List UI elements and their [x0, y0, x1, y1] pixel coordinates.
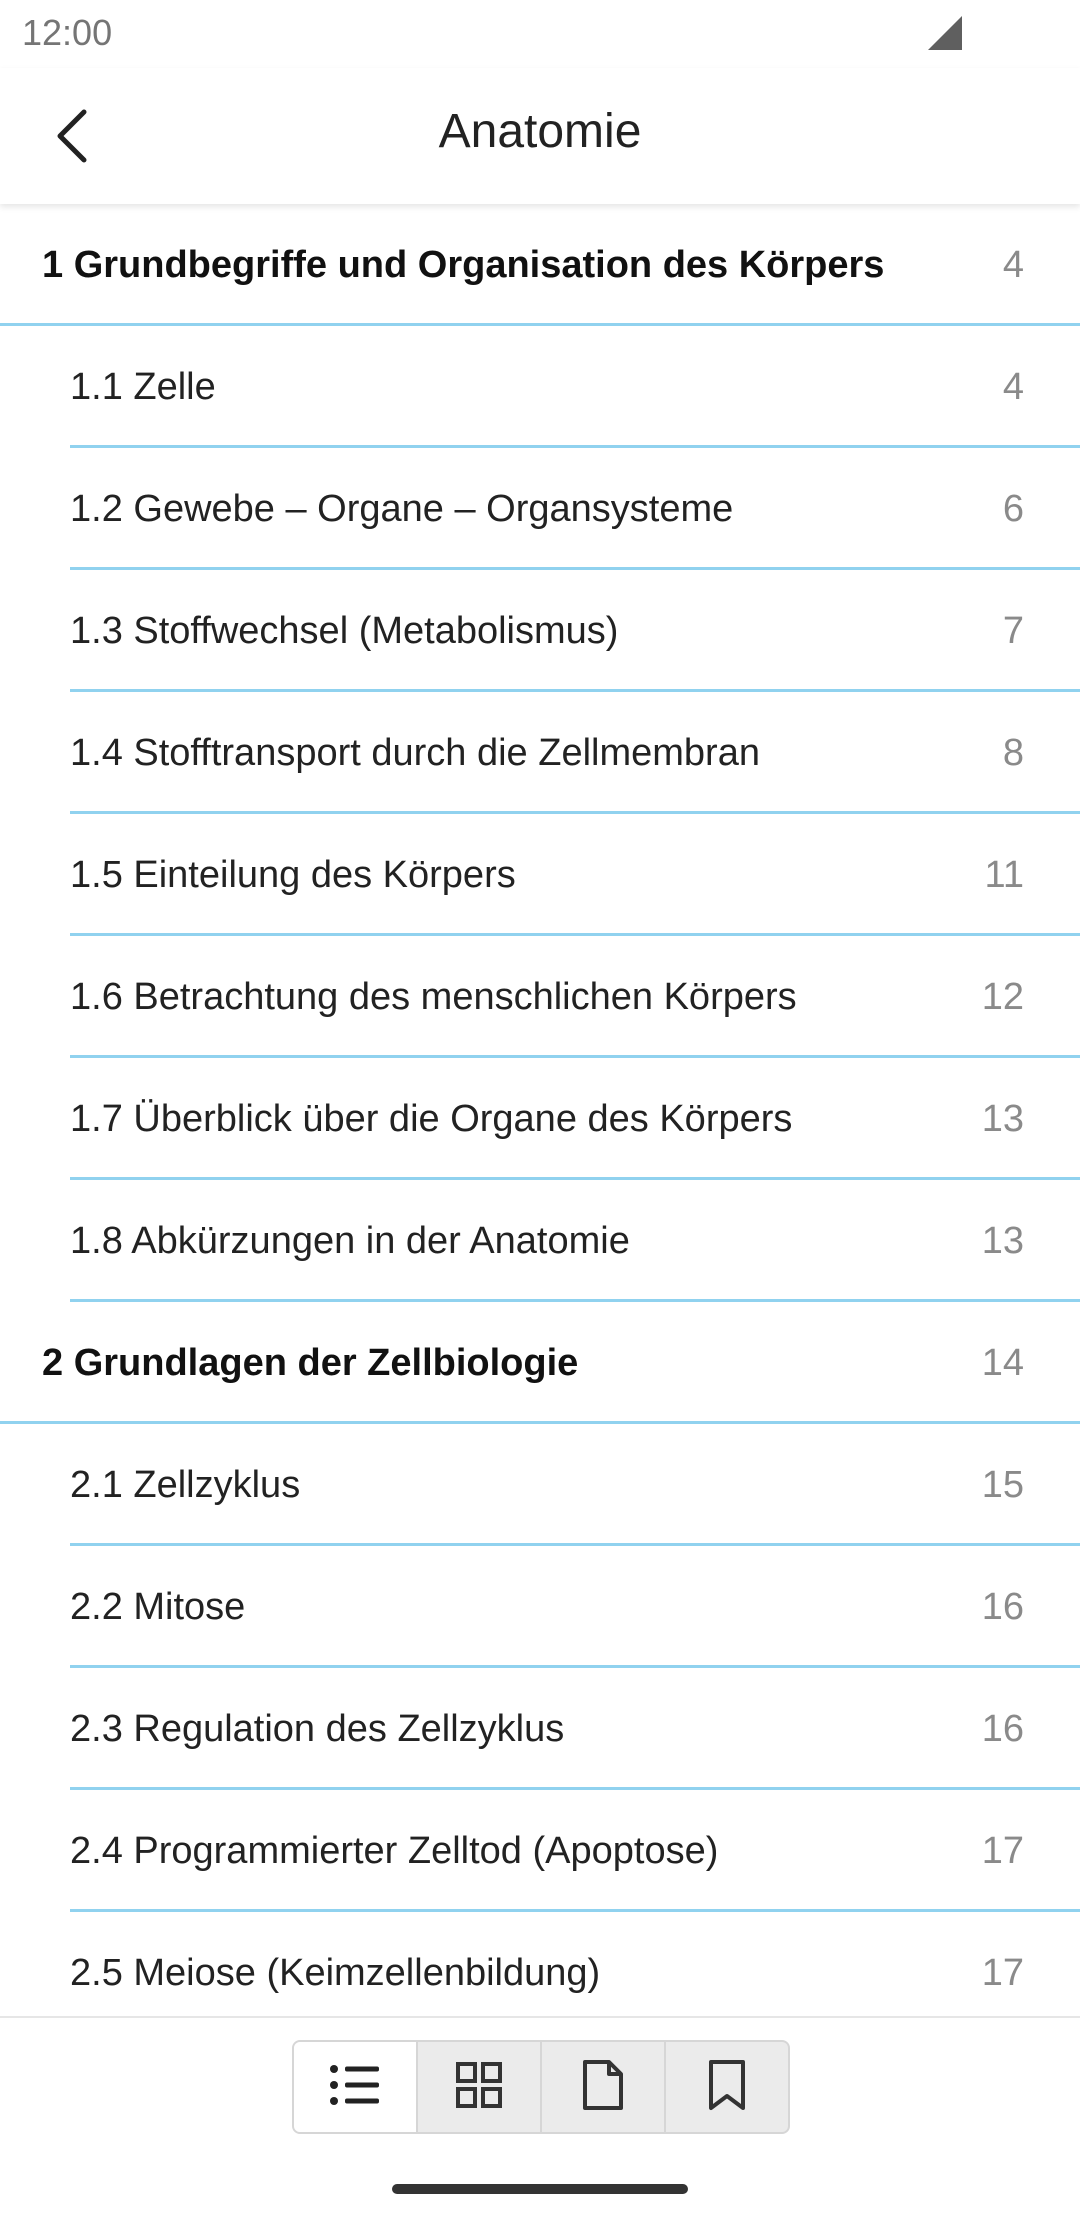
toc-entry-page: 8 [1002, 731, 1024, 774]
toc-entry-title: 1.5 Einteilung des Körpers [70, 853, 516, 896]
toc-section-row[interactable]: 1.4 Stofftransport durch die Zellmembran… [0, 692, 1080, 814]
toc-entry-title: 1.7 Überblick über die Organe des Körper… [70, 1097, 793, 1140]
page-icon [582, 2059, 624, 2116]
toc-entry-title: 1.4 Stofftransport durch die Zellmembran [70, 731, 760, 774]
toc-entry-page: 12 [981, 975, 1024, 1018]
toc-entry-page: 17 [981, 1951, 1024, 1994]
toc-entry-title: 2.5 Meiose (Keimzellenbildung) [70, 1951, 601, 1994]
toc-section-row[interactable]: 1.3 Stoffwechsel (Metabolismus) 7 [0, 570, 1080, 692]
toc-entry-title: 2.3 Regulation des Zellzyklus [70, 1707, 565, 1750]
view-switcher [292, 2040, 790, 2134]
toc-entry-page: 16 [981, 1585, 1024, 1628]
toc-entry-page: 7 [1002, 609, 1024, 652]
toc-section-row[interactable]: 2.4 Programmierter Zelltod (Apoptose) 17 [0, 1790, 1080, 1912]
toc-entry-page: 11 [984, 853, 1024, 896]
toc-entry-page: 15 [981, 1463, 1024, 1506]
toc-entry-title: 2 Grundlagen der Zellbiologie [42, 1341, 579, 1384]
toc-entry-title: 1.8 Abkürzungen in der Anatomie [70, 1219, 630, 1262]
home-indicator[interactable] [392, 2184, 688, 2194]
toc-chapter-row[interactable]: 2 Grundlagen der Zellbiologie 14 [0, 1302, 1080, 1424]
toc-entry-title: 2.4 Programmierter Zelltod (Apoptose) [70, 1829, 719, 1872]
toc-chapter-row[interactable]: 1 Grundbegriffe und Organisation des Kör… [0, 204, 1080, 326]
bookmark-icon [708, 2059, 746, 2116]
toc-entry-title: 1 Grundbegriffe und Organisation des Kör… [42, 243, 885, 286]
signal-icon [926, 14, 962, 50]
toc-entry-title: 1.6 Betrachtung des menschlichen Körpers [70, 975, 797, 1018]
toc-entry-page: 13 [981, 1097, 1024, 1140]
toc-entry-page: 6 [1002, 487, 1024, 530]
page-view-button[interactable] [540, 2042, 664, 2132]
toc-entry-title: 1.1 Zelle [70, 365, 216, 408]
toc-entry-page: 14 [981, 1341, 1024, 1384]
toc-entry-page: 4 [1002, 243, 1024, 286]
toc-section-row[interactable]: 2.2 Mitose 16 [0, 1546, 1080, 1668]
toc-view-button[interactable] [294, 2042, 416, 2132]
back-button[interactable] [30, 96, 114, 180]
toc-section-row[interactable]: 1.2 Gewebe – Organe – Organsysteme 6 [0, 448, 1080, 570]
toc-section-row[interactable]: 1.8 Abkürzungen in der Anatomie 13 [0, 1180, 1080, 1302]
toc-entry-title: 2.2 Mitose [70, 1585, 246, 1628]
toc-entry-page: 17 [981, 1829, 1024, 1872]
toc-entry-page: 4 [1002, 365, 1024, 408]
toc-section-row[interactable]: 2.5 Meiose (Keimzellenbildung) 17 [0, 1912, 1080, 2016]
bookmarks-view-button[interactable] [664, 2042, 788, 2132]
toc-section-row[interactable]: 1.1 Zelle 4 [0, 326, 1080, 448]
table-of-contents: 1 Grundbegriffe und Organisation des Kör… [0, 204, 1080, 2016]
toc-entry-page: 16 [981, 1707, 1024, 1750]
toc-section-row[interactable]: 1.7 Überblick über die Organe des Körper… [0, 1058, 1080, 1180]
status-bar: 12:00 [0, 0, 1080, 68]
chevron-left-icon [50, 106, 94, 171]
toc-entry-title: 1.2 Gewebe – Organe – Organsysteme [70, 487, 734, 530]
list-icon [329, 2063, 381, 2112]
grid-icon [455, 2061, 503, 2114]
toc-entry-page: 13 [981, 1219, 1024, 1262]
toc-section-row[interactable]: 1.5 Einteilung des Körpers 11 [0, 814, 1080, 936]
app-bar: Anatomie [0, 68, 1080, 204]
toc-entry-title: 2.1 Zellzyklus [70, 1463, 301, 1506]
page-title: Anatomie [438, 105, 642, 158]
bottom-bar [0, 2016, 1080, 2220]
status-time: 12:00 [22, 12, 113, 53]
toc-section-row[interactable]: 2.1 Zellzyklus 15 [0, 1424, 1080, 1546]
toc-section-row[interactable]: 2.3 Regulation des Zellzyklus 16 [0, 1668, 1080, 1790]
toc-entry-title: 1.3 Stoffwechsel (Metabolismus) [70, 609, 619, 652]
grid-view-button[interactable] [416, 2042, 540, 2132]
toc-section-row[interactable]: 1.6 Betrachtung des menschlichen Körpers… [0, 936, 1080, 1058]
